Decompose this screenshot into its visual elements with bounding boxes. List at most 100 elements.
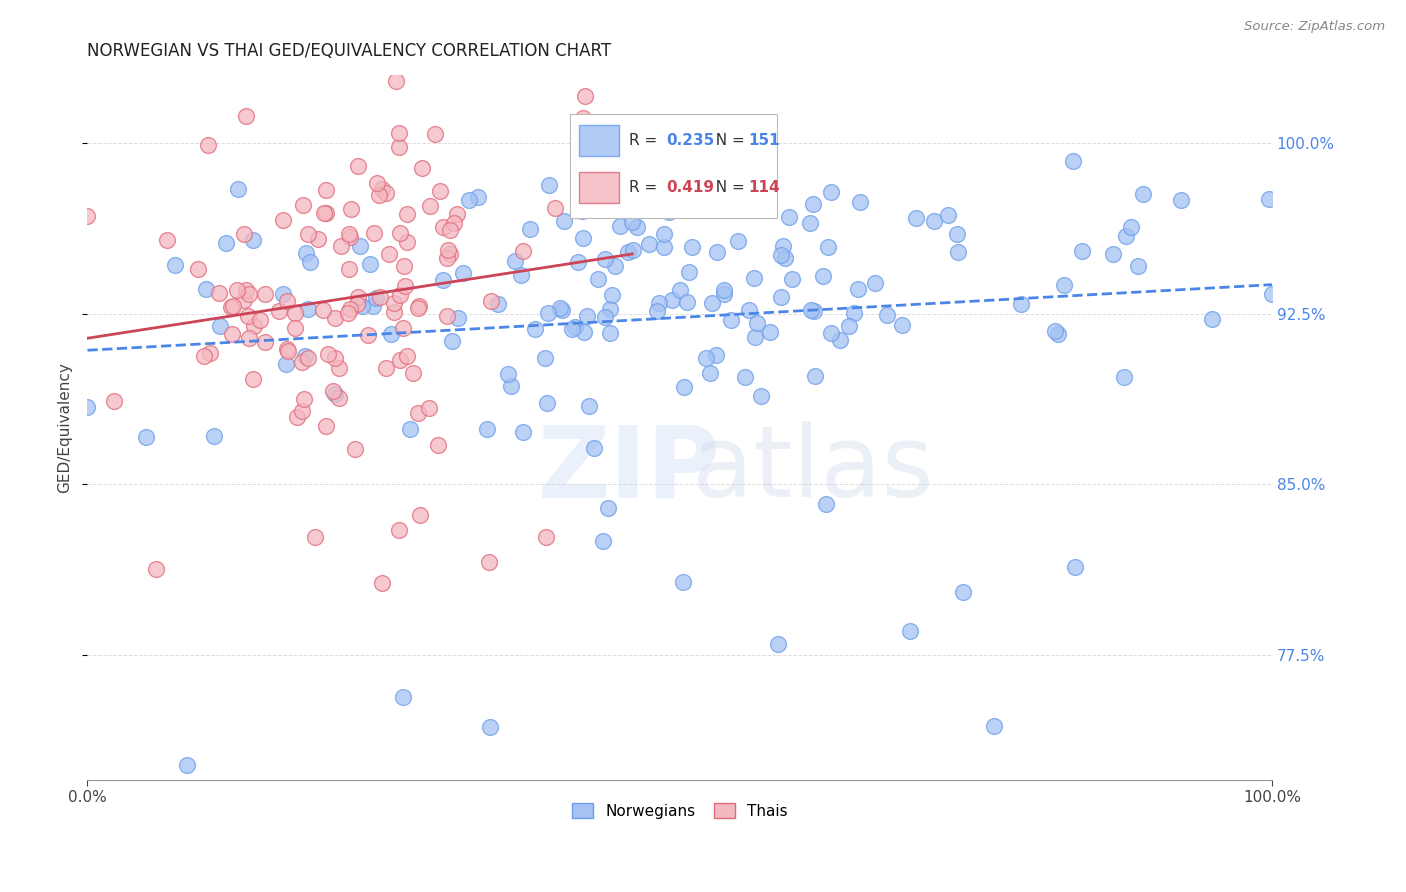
Point [551, 303, 574, 318]
Point [458, 193, 481, 207]
Point [242, 372, 264, 386]
Point [329, 239, 352, 253]
Point [176, 758, 198, 772]
Point [948, 244, 970, 259]
Point [681, 240, 703, 254]
Point [242, 233, 264, 247]
Point [536, 530, 558, 544]
Point [598, 501, 620, 516]
Point [586, 272, 609, 286]
Point [315, 183, 337, 197]
Point [394, 278, 416, 293]
Point [700, 296, 723, 310]
Point [219, 300, 242, 314]
Point [572, 325, 595, 339]
Point [346, 290, 368, 304]
Point [1063, 560, 1085, 574]
Text: N =: N = [706, 133, 749, 148]
Point [399, 422, 422, 436]
Point [1046, 326, 1069, 341]
Text: N =: N = [706, 180, 749, 195]
Point [294, 349, 316, 363]
Point [478, 556, 501, 570]
Point [291, 355, 314, 369]
Point [385, 74, 408, 88]
Point [443, 216, 465, 230]
Point [389, 226, 412, 240]
Point [544, 201, 567, 215]
Point [486, 296, 509, 310]
Point [678, 265, 700, 279]
Point [537, 306, 560, 320]
Point [238, 331, 260, 345]
Point [828, 333, 851, 347]
Point [253, 334, 276, 349]
Point [572, 111, 595, 125]
Point [676, 294, 699, 309]
Point [876, 308, 898, 322]
Point [512, 425, 534, 439]
Point [704, 348, 727, 362]
Point [349, 239, 371, 253]
Point [232, 227, 254, 241]
Point [1201, 311, 1223, 326]
Point [163, 259, 186, 273]
Point [371, 182, 394, 196]
Point [924, 214, 946, 228]
Point [621, 243, 644, 257]
Point [315, 418, 337, 433]
Point [479, 720, 502, 734]
Point [652, 227, 675, 242]
FancyBboxPatch shape [569, 114, 776, 219]
Point [436, 251, 458, 265]
Point [571, 231, 593, 245]
Point [406, 301, 429, 315]
Point [652, 240, 675, 254]
Point [323, 351, 346, 366]
Point [512, 244, 534, 259]
Point [647, 304, 669, 318]
Point [439, 223, 461, 237]
Point [1132, 187, 1154, 202]
Point [226, 283, 249, 297]
Point [346, 297, 368, 311]
Point [578, 399, 600, 413]
Text: R =: R = [628, 180, 662, 195]
Point [817, 240, 839, 254]
Point [720, 313, 742, 327]
Point [340, 202, 363, 217]
Text: 0.419: 0.419 [666, 180, 714, 195]
Point [509, 268, 531, 282]
Point [436, 310, 458, 324]
Point [396, 206, 419, 220]
FancyBboxPatch shape [579, 172, 619, 203]
Point [200, 346, 222, 360]
Point [361, 300, 384, 314]
Point [945, 227, 967, 242]
Point [499, 378, 522, 392]
Point [891, 318, 914, 332]
Point [308, 232, 330, 246]
Point [337, 261, 360, 276]
Point [292, 392, 315, 406]
Point [647, 296, 669, 310]
Point [238, 309, 260, 323]
Point [368, 290, 391, 304]
Point [432, 273, 454, 287]
Point [1043, 324, 1066, 338]
Point [437, 243, 460, 257]
Point [364, 291, 387, 305]
Point [273, 286, 295, 301]
Point [595, 310, 617, 324]
Point [759, 325, 782, 339]
Point [291, 198, 314, 212]
Point [249, 313, 271, 327]
Point [411, 161, 433, 176]
Point [1070, 244, 1092, 258]
Point [811, 268, 834, 283]
Point [382, 305, 405, 319]
Point [337, 305, 360, 319]
Point [419, 199, 441, 213]
Point [311, 303, 333, 318]
Point [1062, 154, 1084, 169]
